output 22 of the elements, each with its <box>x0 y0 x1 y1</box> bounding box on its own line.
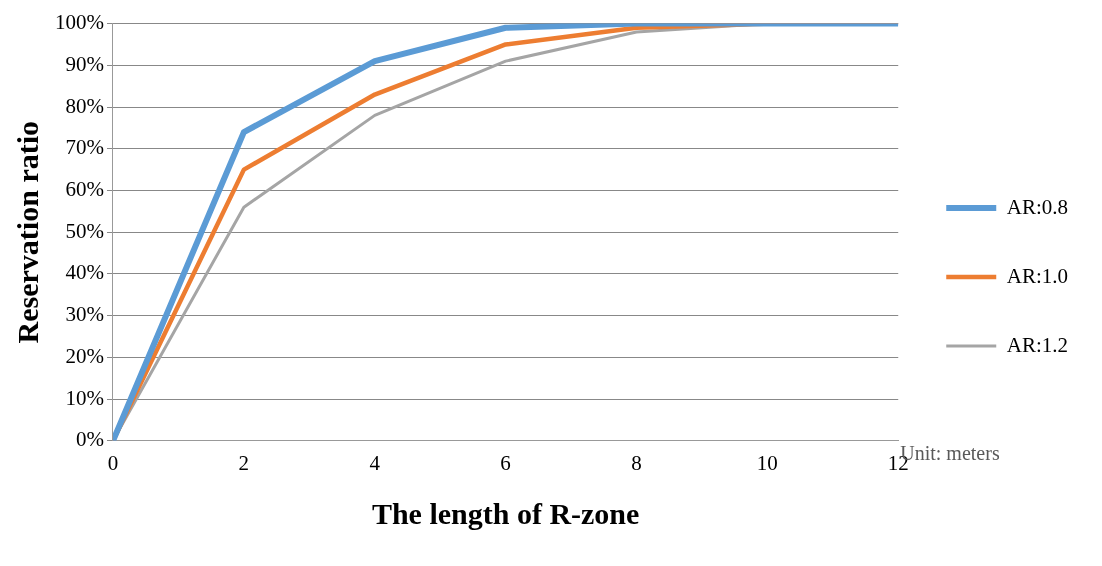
y-tick-label: 90% <box>65 51 104 76</box>
x-tick-label: 2 <box>238 450 250 475</box>
y-tick-label: 100% <box>54 10 104 35</box>
x-tick-label: 6 <box>500 450 511 475</box>
y-tick-label: 30% <box>65 302 104 327</box>
y-tick-label: 40% <box>65 260 104 285</box>
y-tick-label: 60% <box>65 177 104 201</box>
y-tick-label: 80% <box>65 93 104 118</box>
y-tick-label: 20% <box>65 343 104 368</box>
x-axis-title: The length of R-zone <box>371 496 640 530</box>
x-tick-label: 4 <box>369 450 381 475</box>
y-axis-title: Reservation ratio <box>10 120 44 344</box>
legend-label: AR:1.2 <box>1006 332 1069 357</box>
legend-label: AR:0.8 <box>1006 194 1069 219</box>
y-tick-label: 0% <box>75 427 104 452</box>
y-tick-label: 70% <box>65 135 104 160</box>
y-tick-label: 10% <box>65 385 104 410</box>
x-tick-label: 8 <box>631 450 642 475</box>
y-tick-label: 50% <box>65 218 104 243</box>
x-tick-label: 10 <box>756 450 778 475</box>
legend-label: AR:1.0 <box>1006 263 1069 288</box>
x-tick-label: 0 <box>107 450 119 475</box>
